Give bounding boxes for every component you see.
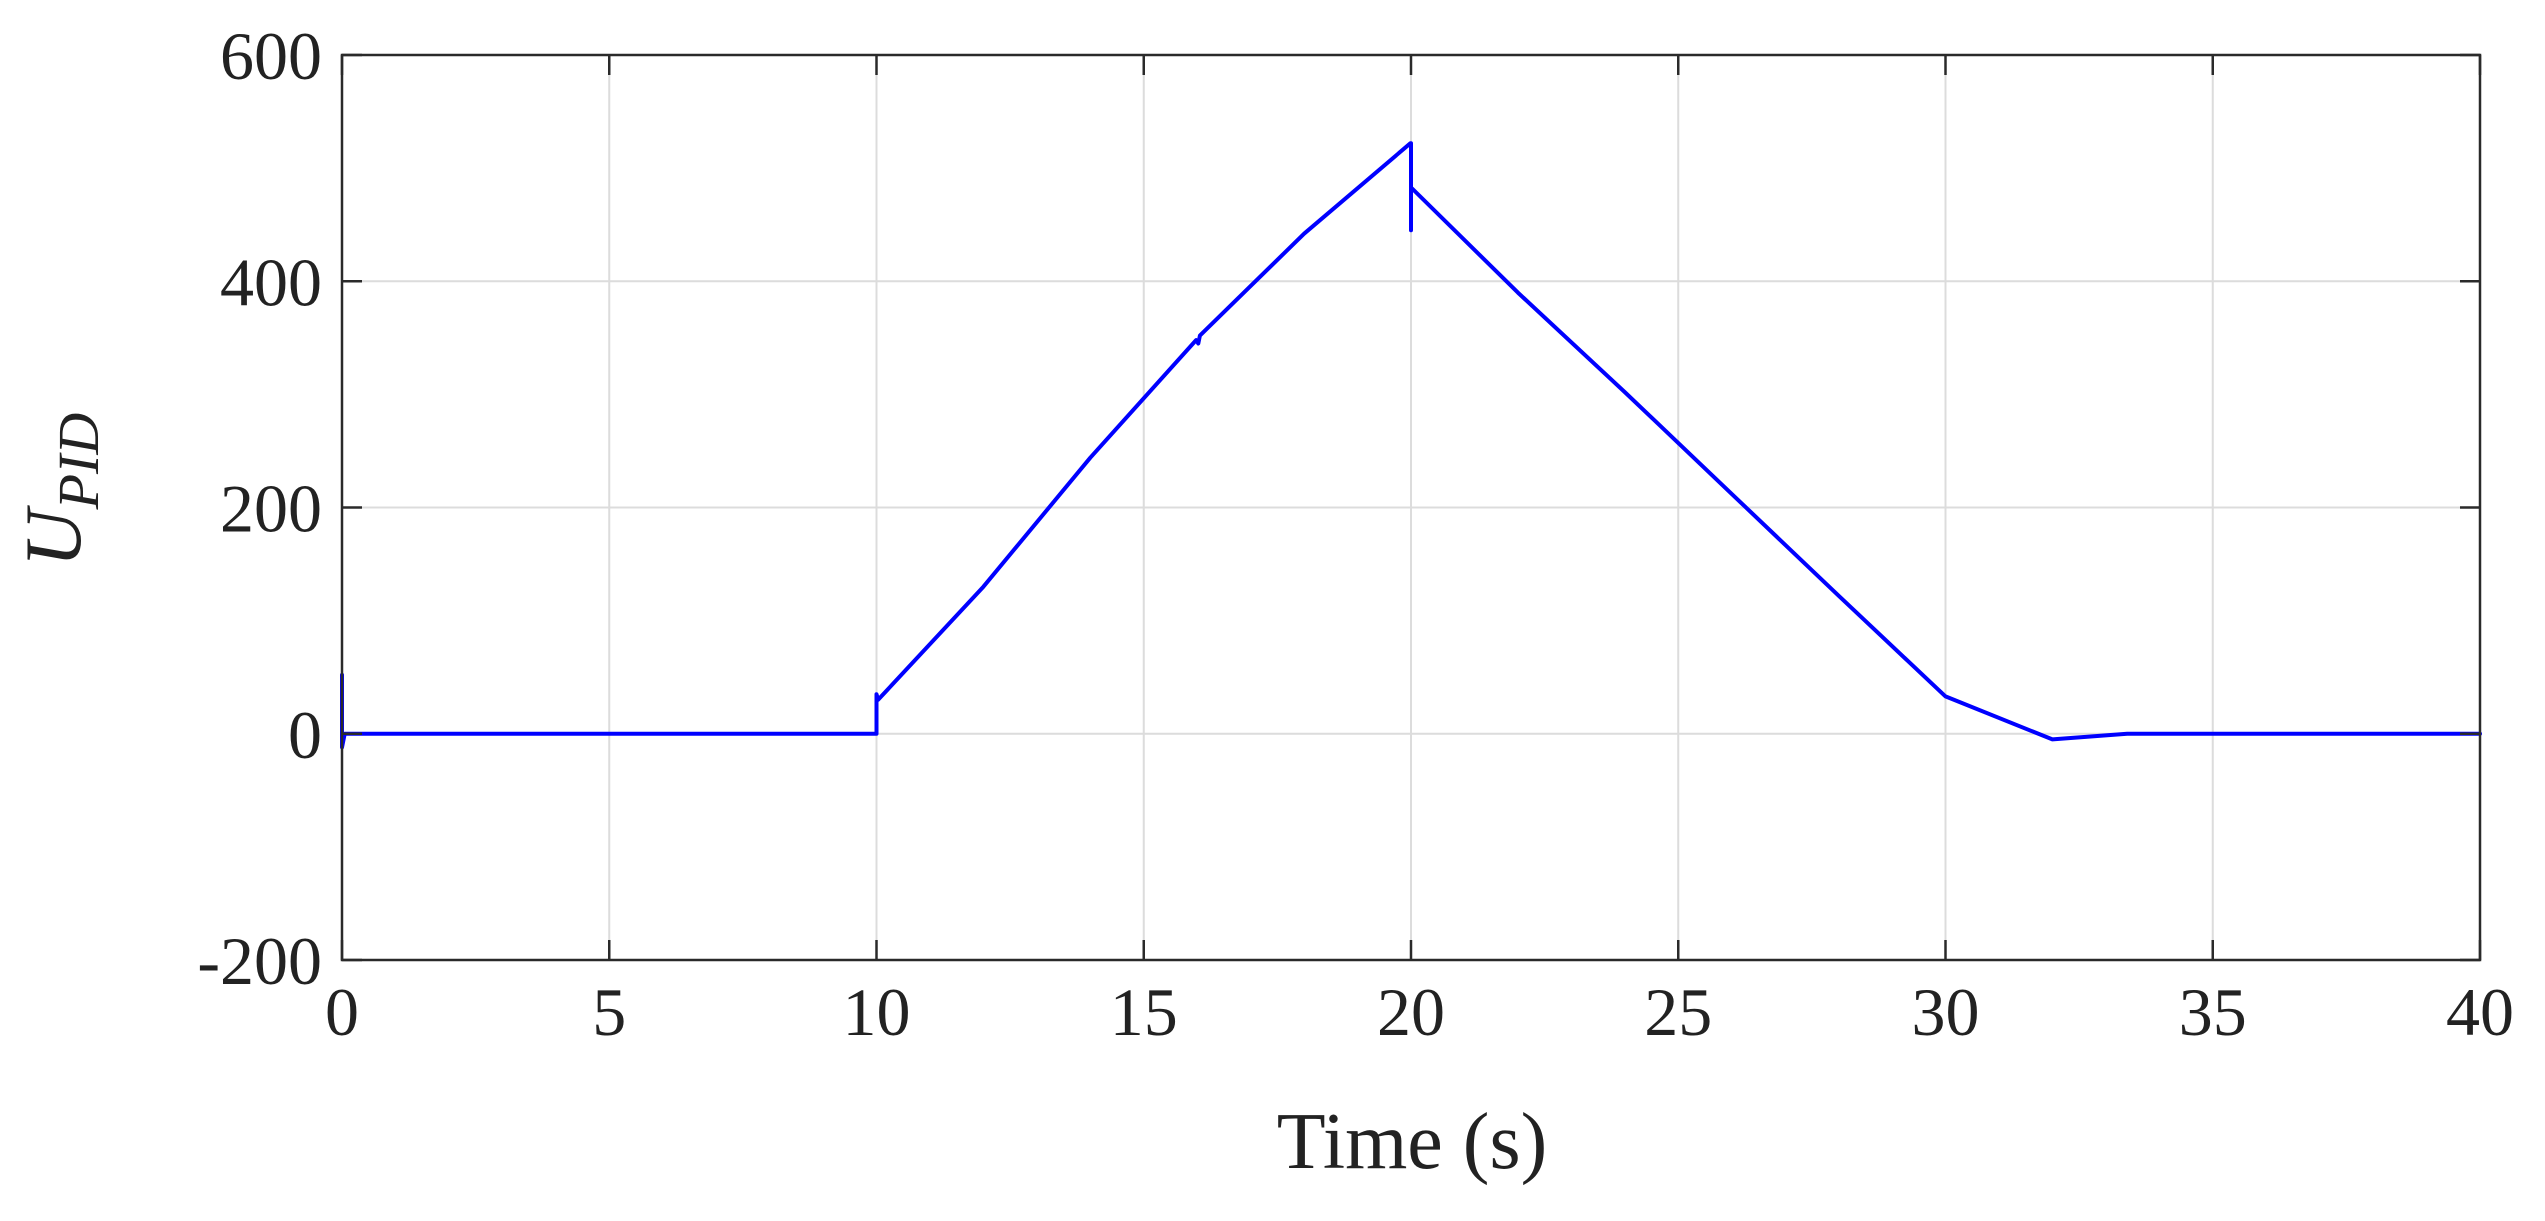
y-tick-label: -200	[197, 923, 322, 999]
y-axis-label-main: U	[10, 504, 98, 567]
series-layer	[340, 141, 2482, 750]
x-tick-label: 5	[592, 974, 626, 1050]
x-tick-label: 25	[1644, 974, 1712, 1050]
x-tick-label: 0	[325, 974, 359, 1050]
y-tick-label: 400	[220, 244, 322, 320]
x-tick-label: 15	[1110, 974, 1178, 1050]
y-tick-label: 600	[220, 18, 322, 94]
x-axis-label: Time (s)	[1277, 1098, 1547, 1186]
x-tick-label: 30	[1912, 974, 1980, 1050]
x-tick-label: 40	[2446, 974, 2514, 1050]
tick-marks	[340, 53, 2482, 962]
y-tick-labels: -200 0 200 400 600	[197, 18, 322, 999]
y-tick-label: 200	[220, 471, 322, 547]
x-tick-label: 35	[2179, 974, 2247, 1050]
x-tick-labels: 0 5 10 15 20 25 30 35 40	[325, 974, 2514, 1050]
series-line	[340, 141, 2482, 750]
y-axis-label-subscript: PID	[46, 413, 111, 511]
x-tick-label: 10	[843, 974, 911, 1050]
y-tick-label: 0	[288, 697, 322, 773]
x-tick-label: 20	[1377, 974, 1445, 1050]
y-axis-label: UPID	[10, 413, 111, 568]
